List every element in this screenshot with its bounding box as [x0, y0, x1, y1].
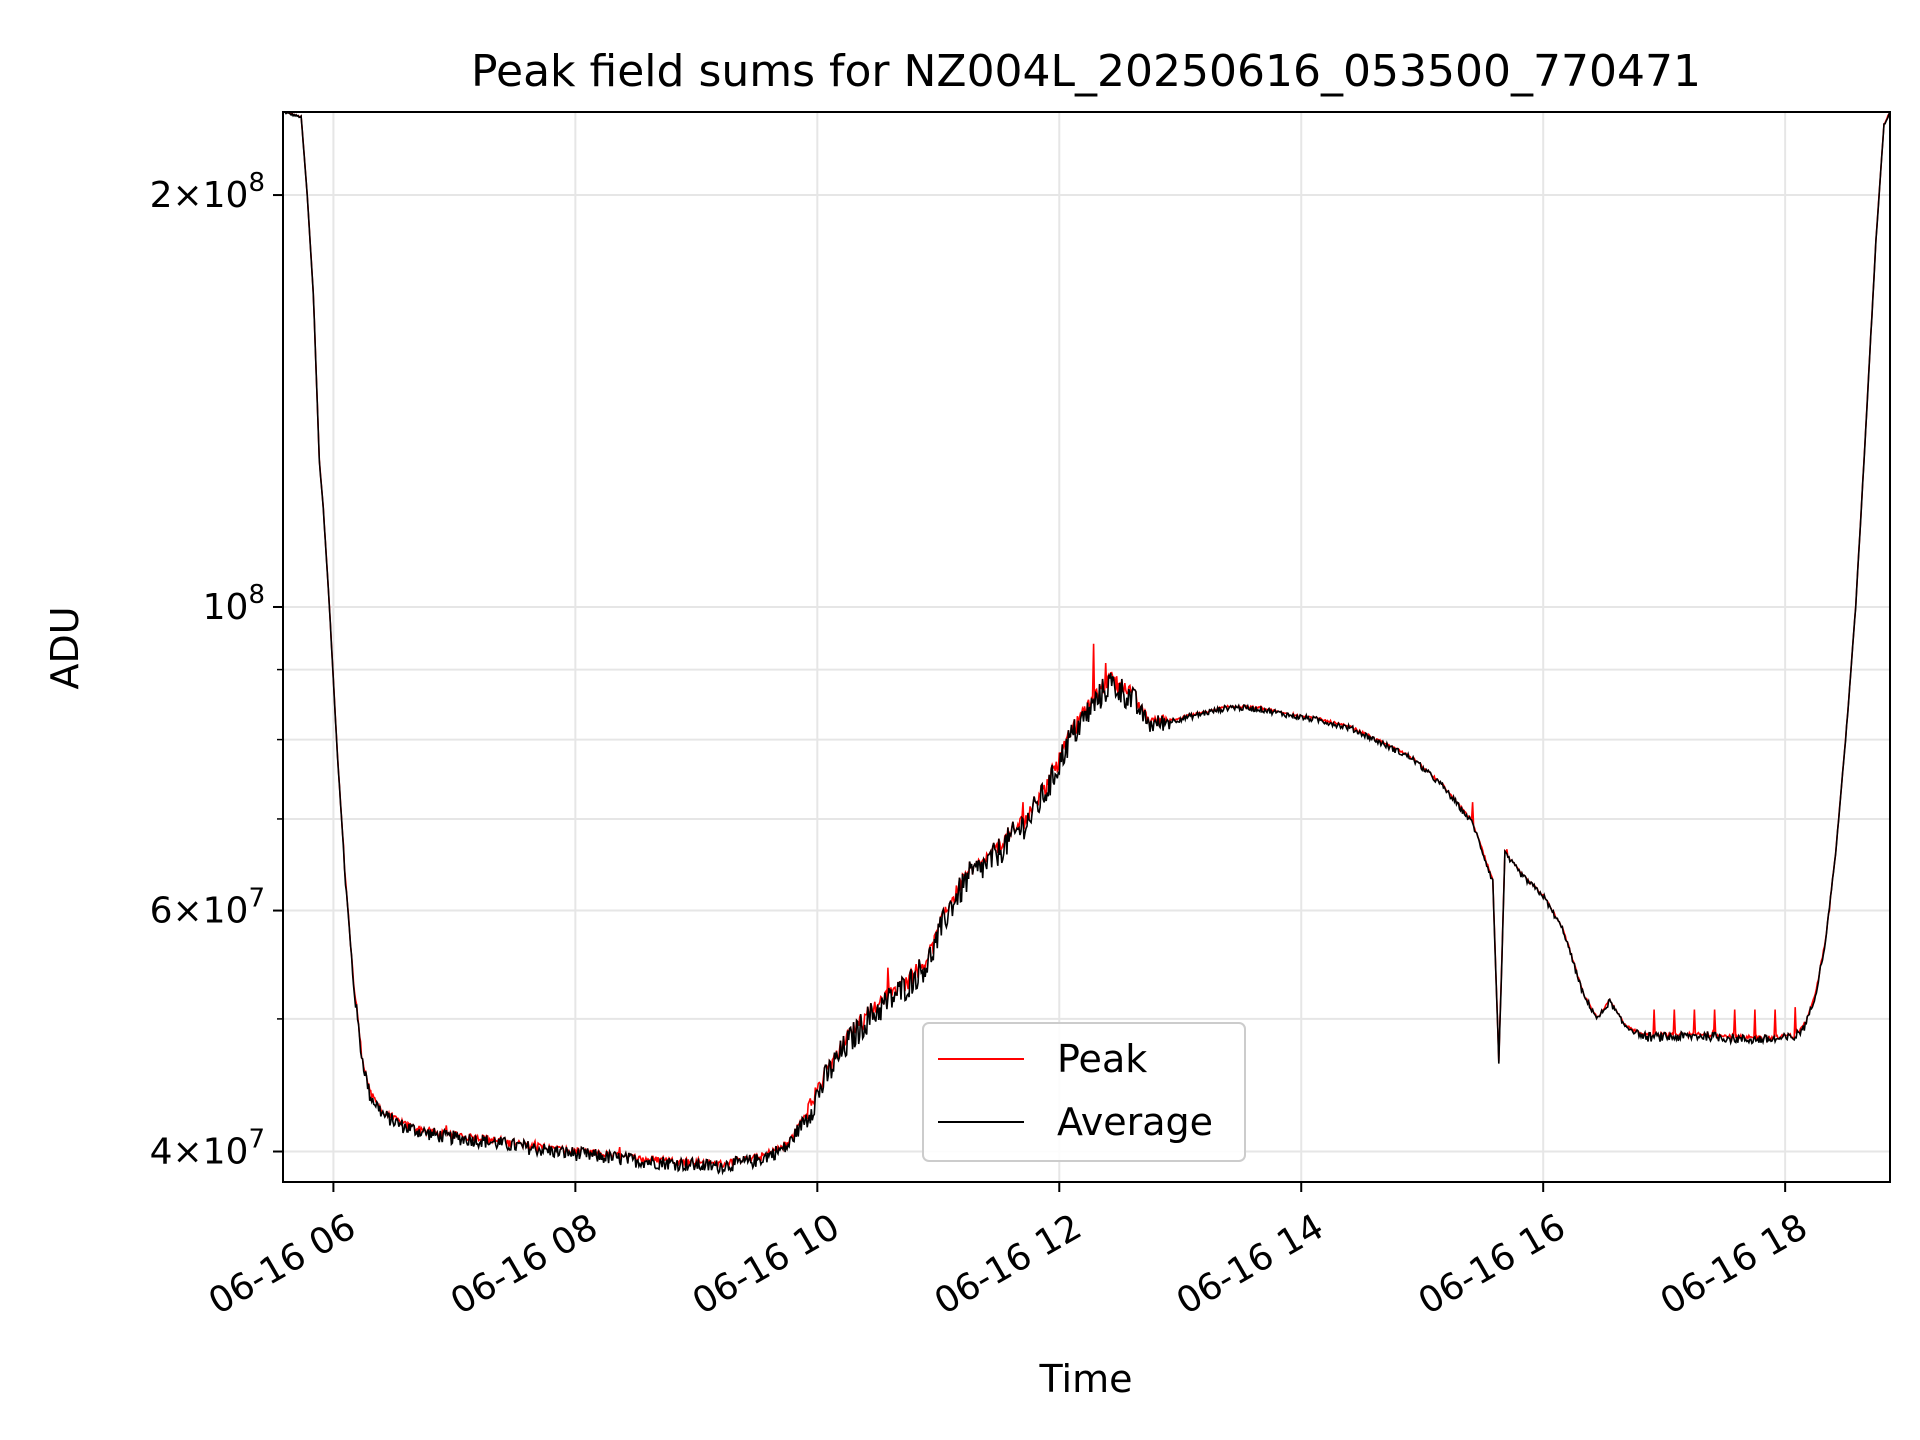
- legend-peak-label: Peak: [1057, 1037, 1147, 1081]
- y-tick-label: 6×107: [150, 884, 265, 932]
- y-tick-label: 4×107: [150, 1125, 265, 1173]
- plot-area-frame: [282, 111, 1891, 1183]
- x-axis-title: Time: [1039, 1357, 1133, 1401]
- y-tick-label: 2×108: [150, 168, 265, 216]
- legend-average-label: Average: [1057, 1100, 1213, 1144]
- y-axis-title: ADU: [43, 606, 87, 689]
- legend: Peak Average: [922, 1022, 1246, 1162]
- y-axis-ticks: 4×107 6×107 108 2×108: [150, 168, 283, 1173]
- legend-box: [922, 1022, 1246, 1162]
- plot-series: [283, 112, 1890, 1176]
- chart-title: Peak field sums for NZ004L_20250616_0535…: [471, 46, 1701, 97]
- series-line-average: [283, 112, 1890, 1176]
- y-tick-label: 108: [203, 580, 265, 628]
